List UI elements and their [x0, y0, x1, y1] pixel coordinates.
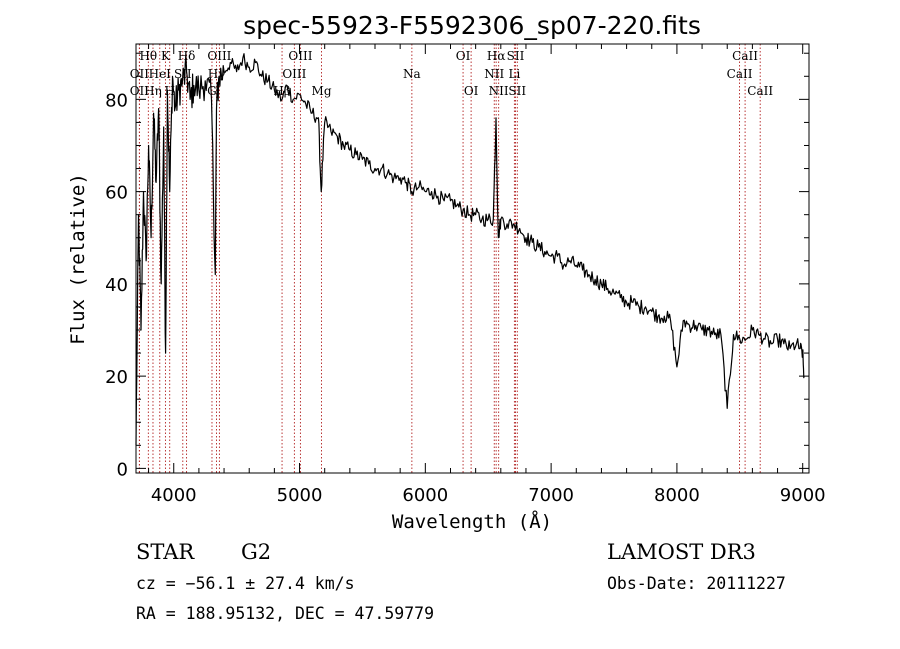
chart-title: spec-55923-F5592306_sp07-220.fits — [243, 11, 701, 40]
spectral-line-label: NII — [484, 67, 504, 81]
x-tick-label: 6000 — [402, 485, 448, 506]
spectral-line-label: HeI — [149, 67, 172, 81]
spectral-line-label: OI — [456, 49, 471, 63]
y-tick-label: 40 — [105, 275, 128, 296]
spectral-line-label: OIII — [207, 49, 231, 63]
spectral-line-label: OIII — [282, 67, 306, 81]
spectral-line-label: SII — [508, 84, 526, 98]
redshift-value: cz = −56.1 ± 27.4 km/s — [136, 574, 355, 593]
spectral-line-label: SII — [507, 49, 525, 63]
spectral-line-label: G — [207, 84, 217, 98]
spectral-line-label: H — [164, 84, 174, 98]
x-tick-label: 8000 — [654, 485, 700, 506]
x-tick-label: 9000 — [780, 485, 826, 506]
plot-frame — [135, 43, 810, 474]
obs-date: Obs-Date: 20111227 — [607, 574, 786, 593]
spectral-line-label: Hθ — [139, 49, 157, 63]
spectral-line-label: Hη — [144, 84, 162, 98]
y-tick-label: 60 — [105, 183, 128, 204]
spectrum-series — [135, 53, 805, 446]
spectral-line-label: OII — [130, 67, 150, 81]
spectral-line-label: OI — [464, 84, 479, 98]
spectral-line-label: Li — [508, 67, 520, 81]
spectral-line-label: CaII — [727, 67, 753, 81]
spectral-line-label: OIII — [288, 49, 312, 63]
spectral-line-label: Mg — [312, 84, 332, 98]
spectral-line-label: Hδ — [178, 49, 196, 63]
y-axis-label: Flux (relative) — [67, 173, 89, 345]
sky-coordinates: RA = 188.95132, DEC = 47.59779 — [136, 604, 435, 623]
spectral-line-label: CaII — [747, 84, 773, 98]
spectral-line-label: Na — [403, 67, 421, 81]
x-tick-label: 5000 — [277, 485, 323, 506]
y-tick-label: 20 — [105, 367, 128, 388]
object-class: STAR — [136, 540, 195, 564]
y-tick-label: 0 — [117, 459, 128, 480]
spectral-line-label: NII — [489, 84, 509, 98]
spectral-line-label: Hα — [487, 49, 506, 63]
survey-name: LAMOST DR3 — [607, 540, 756, 564]
x-tick-label: 7000 — [528, 485, 574, 506]
spectral-line-label: K — [161, 49, 171, 63]
spectral-line-label: CaII — [732, 49, 758, 63]
spectral-subclass: G2 — [241, 540, 272, 564]
x-axis-label: Wavelength (Å) — [392, 510, 552, 533]
spectral-line-label: OII — [130, 84, 150, 98]
y-tick-label: 80 — [105, 90, 128, 111]
x-tick-label: 4000 — [151, 485, 197, 506]
